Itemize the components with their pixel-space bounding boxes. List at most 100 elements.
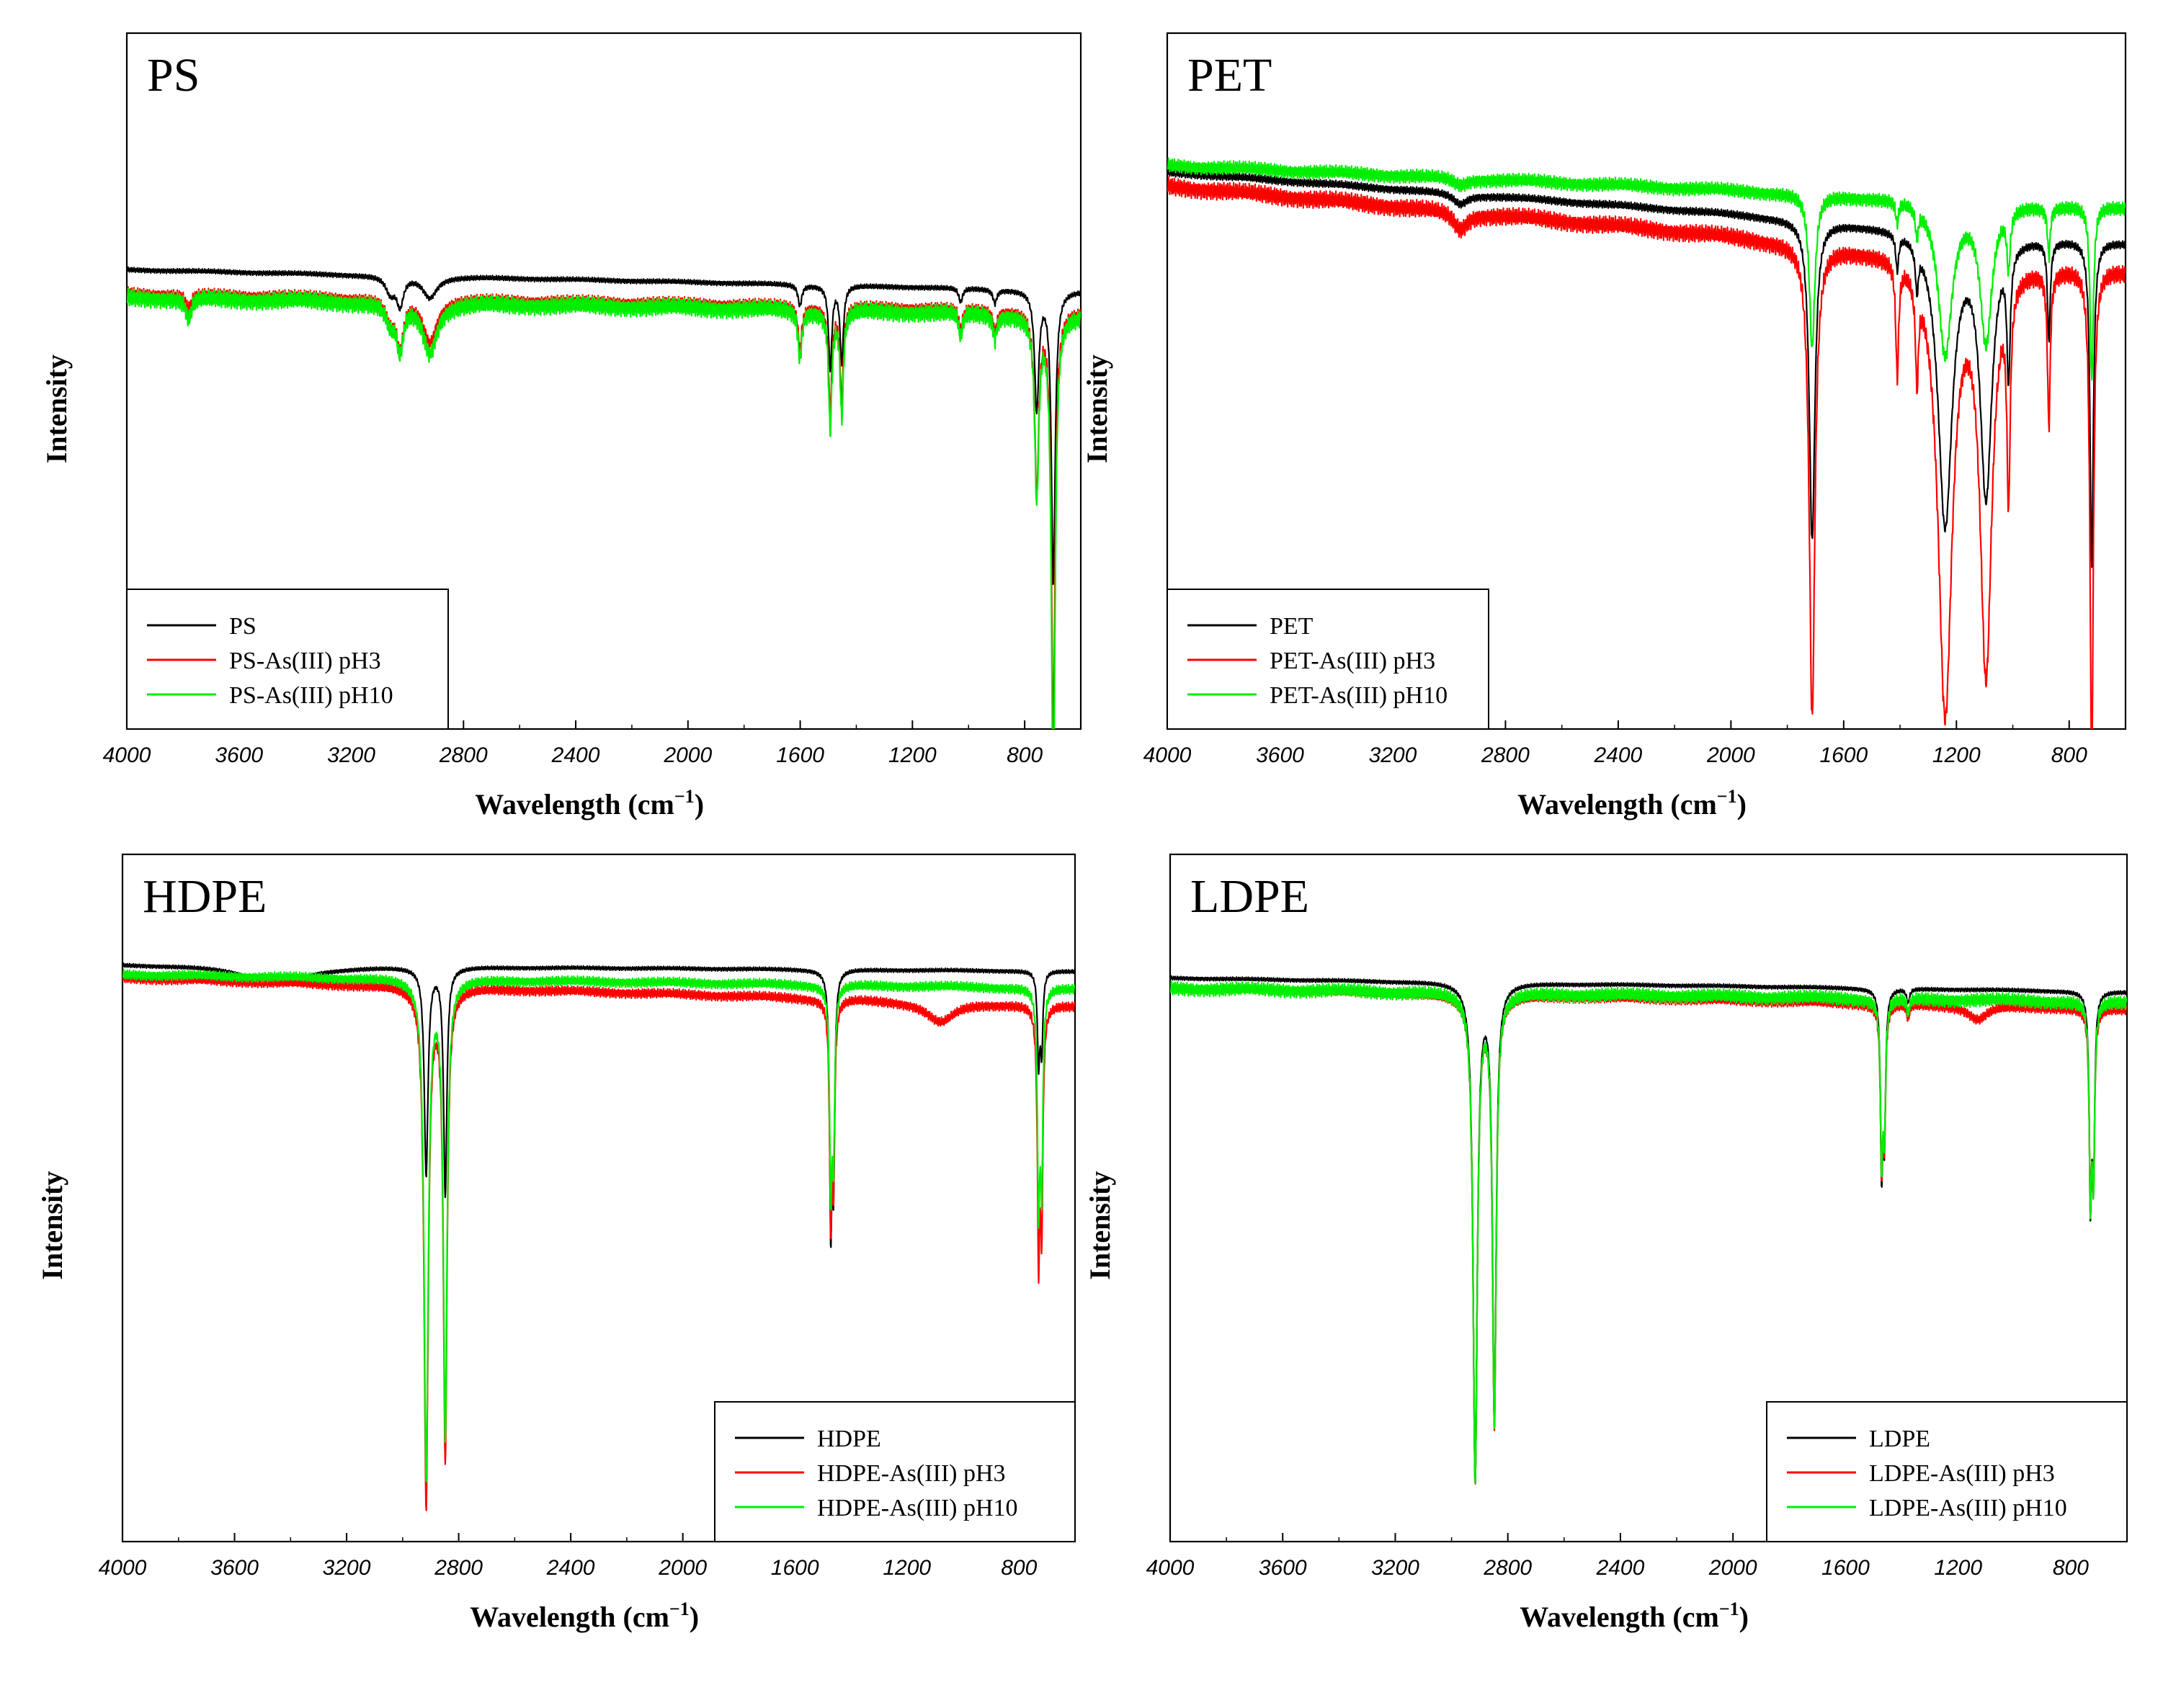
panel-ps: 4000 3600 3200 2800 2400 2000 1600 1200 800 Wavel… — [40, 32, 1082, 821]
x-tick-label: 4000 — [1143, 743, 1192, 767]
x-tick-label: 2000 — [1708, 1556, 1757, 1580]
x-tick-label: 3200 — [1369, 743, 1417, 767]
x-axis-title: Wavelength (cm−1) — [475, 786, 704, 821]
x-tick-label: 3200 — [323, 1556, 371, 1580]
x-axis-title-main: Wavelength (cm — [1520, 1601, 1719, 1633]
plot-frame — [1166, 32, 2127, 730]
x-axis-title-close: ) — [690, 1601, 699, 1633]
legend: LDPE LDPE-As(III) pH3 LDPE-As(III) pH10 — [1766, 1401, 2128, 1542]
plot-frame — [121, 853, 1076, 1543]
x-tick-label: 2400 — [1594, 743, 1643, 767]
x-tick-label: 2400 — [1596, 1556, 1645, 1580]
x-axis-title: Wavelength (cm−1) — [470, 1599, 699, 1633]
x-tick-label: 2000 — [658, 1556, 707, 1580]
x-tick-label: 2800 — [1483, 1556, 1532, 1580]
panel-title: HDPE — [143, 870, 267, 923]
y-axis-title: Intensity — [1081, 354, 1113, 463]
x-axis-title-sup: −1 — [1719, 1599, 1739, 1619]
series-group — [122, 962, 1075, 1511]
legend-label-3: PS-As(III) pH10 — [229, 682, 393, 709]
x-tick-label: 3600 — [1256, 743, 1304, 767]
x-axis-title-close: ) — [695, 788, 704, 821]
legend-label-2: HDPE-As(III) pH3 — [817, 1460, 1006, 1487]
x-axis-title-main: Wavelength (cm — [1517, 788, 1717, 821]
series-line-2 — [1167, 176, 2126, 729]
series-line-3 — [127, 287, 1081, 729]
x-tick-label: 4000 — [103, 743, 151, 767]
x-axis-title-main: Wavelength (cm — [475, 788, 674, 821]
x-tick-label: 2000 — [663, 743, 712, 767]
y-axis-title: Intensity — [40, 354, 73, 463]
x-tick-label: 2800 — [434, 1556, 483, 1580]
x-tick-label: 1600 — [1821, 1556, 1870, 1580]
legend-label-2: PET-As(III) pH3 — [1270, 648, 1435, 674]
legend: PS PS-As(III) pH3 PS-As(III) pH10 — [126, 589, 449, 730]
panel-pet: 4000 3600 3200 2800 2400 2000 1600 1200 800 Wavel… — [1081, 32, 2127, 821]
series-line-3 — [1167, 157, 2126, 381]
series-line-1 — [127, 266, 1081, 586]
x-tick-label: 2000 — [1706, 743, 1755, 767]
x-tick-label: 800 — [2053, 1556, 2089, 1580]
x-tick-label: 1200 — [883, 1556, 931, 1580]
panel-title: LDPE — [1190, 870, 1309, 923]
x-tick-label: 4000 — [1146, 1556, 1195, 1580]
x-tick-label: 1200 — [888, 743, 937, 767]
x-tick-label: 3600 — [210, 1556, 259, 1580]
legend-label-1: PET — [1270, 613, 1314, 640]
x-tick-label: 3200 — [327, 743, 375, 767]
legend-label-2: PS-As(III) pH3 — [229, 648, 381, 674]
x-axis-title: Wavelength (cm−1) — [1520, 1599, 1749, 1633]
legend-label-1: PS — [229, 613, 257, 640]
legend-label-3: PET-As(III) pH10 — [1270, 682, 1448, 709]
x-axis-title-sup: −1 — [674, 786, 695, 807]
series-group — [1170, 975, 2127, 1485]
legend: PET PET-As(III) pH3 PET-As(III) pH10 — [1167, 589, 1489, 730]
series-line-1 — [1170, 975, 2127, 1484]
series-line-3 — [122, 968, 1075, 1483]
legend-label-3: HDPE-As(III) pH10 — [817, 1495, 1018, 1521]
x-tick-label: 2400 — [546, 1556, 595, 1580]
series-line-3 — [1170, 980, 2127, 1484]
x-tick-label: 800 — [1001, 1556, 1037, 1580]
panel-title: PS — [147, 49, 200, 102]
x-axis-title-main: Wavelength (cm — [470, 1601, 669, 1633]
x-tick-label: 2400 — [551, 743, 600, 767]
legend-label-1: LDPE — [1869, 1426, 1930, 1452]
series-line-2 — [122, 972, 1075, 1511]
x-tick-label: 1200 — [1932, 743, 1981, 767]
legend: HDPE HDPE-As(III) pH3 HDPE-As(III) pH10 — [714, 1401, 1076, 1542]
x-tick-label: 3200 — [1371, 1556, 1419, 1580]
y-axis-title: Intensity — [1084, 1171, 1116, 1280]
x-tick-label: 800 — [1007, 743, 1043, 767]
x-axis-title-sup: −1 — [1717, 786, 1737, 807]
panel-title: PET — [1187, 49, 1272, 102]
series-group — [1167, 157, 2126, 729]
plot-frame — [1169, 853, 2128, 1543]
x-tick-label: 1200 — [1934, 1556, 1982, 1580]
series-line-1 — [1167, 167, 2126, 568]
x-tick-label: 3600 — [1259, 1556, 1307, 1580]
x-axis-title-close: ) — [1739, 1601, 1749, 1633]
plot-frame — [125, 32, 1082, 730]
legend-label-1: HDPE — [817, 1426, 881, 1452]
series-group — [127, 266, 1081, 729]
x-tick-label: 2800 — [1481, 743, 1530, 767]
legend-label-2: LDPE-As(III) pH3 — [1869, 1460, 2055, 1487]
series-line-1 — [122, 962, 1075, 1248]
x-tick-label: 1600 — [771, 1556, 819, 1580]
panels-group: 4000 3600 3200 2800 2400 2000 1600 1200 800 Wavel… — [36, 32, 2128, 1633]
y-axis-title: Intensity — [36, 1171, 68, 1280]
x-axis-title-close: ) — [1737, 788, 1747, 821]
x-tick-label: 1600 — [1819, 743, 1868, 767]
panel-hdpe: 4000 3600 3200 2800 2400 2000 1600 1200 800 Wavel… — [36, 853, 1076, 1633]
x-tick-label: 4000 — [99, 1556, 147, 1580]
x-axis-title: Wavelength (cm−1) — [1517, 786, 1747, 821]
panel-ldpe: 4000 3600 3200 2800 2400 2000 1600 1200 800 Wavel… — [1084, 853, 2128, 1633]
legend-label-3: LDPE-As(III) pH10 — [1869, 1495, 2067, 1521]
x-tick-label: 1600 — [776, 743, 824, 767]
x-axis-title-sup: −1 — [669, 1599, 690, 1619]
x-tick-label: 3600 — [215, 743, 263, 767]
x-tick-label: 2800 — [439, 743, 488, 767]
x-tick-label: 800 — [2051, 743, 2087, 767]
